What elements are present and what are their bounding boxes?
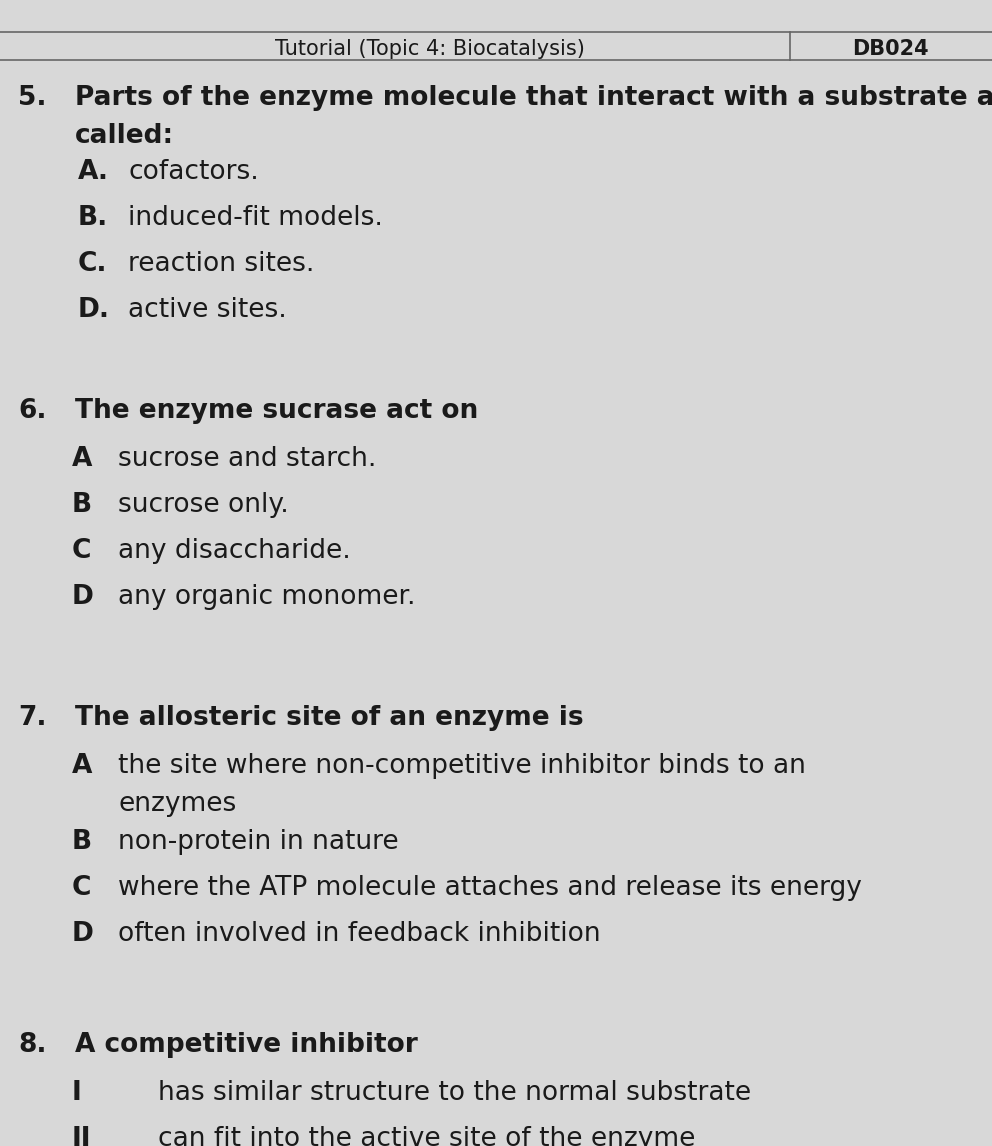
Text: A: A bbox=[72, 446, 92, 472]
Text: enzymes: enzymes bbox=[118, 791, 236, 817]
Text: induced-fit models.: induced-fit models. bbox=[128, 205, 383, 231]
Text: non-protein in nature: non-protein in nature bbox=[118, 829, 399, 855]
Text: B: B bbox=[72, 829, 92, 855]
Text: cofactors.: cofactors. bbox=[128, 159, 259, 185]
Text: B: B bbox=[72, 492, 92, 518]
Text: D: D bbox=[72, 921, 94, 947]
Text: sucrose only.: sucrose only. bbox=[118, 492, 289, 518]
Text: Parts of the enzyme molecule that interact with a substrate are: Parts of the enzyme molecule that intera… bbox=[75, 85, 992, 111]
Text: called:: called: bbox=[75, 123, 175, 149]
Text: B.: B. bbox=[78, 205, 108, 231]
Text: D.: D. bbox=[78, 297, 110, 323]
Text: D: D bbox=[72, 584, 94, 610]
Text: 8.: 8. bbox=[18, 1033, 47, 1058]
Text: 7.: 7. bbox=[18, 705, 47, 731]
Text: Tutorial (Topic 4: Biocatalysis): Tutorial (Topic 4: Biocatalysis) bbox=[275, 39, 585, 58]
Text: 5.: 5. bbox=[18, 85, 47, 111]
Text: sucrose and starch.: sucrose and starch. bbox=[118, 446, 376, 472]
Text: II: II bbox=[72, 1127, 91, 1146]
Text: The enzyme sucrase act on: The enzyme sucrase act on bbox=[75, 398, 478, 424]
Text: A.: A. bbox=[78, 159, 109, 185]
Text: any organic monomer.: any organic monomer. bbox=[118, 584, 416, 610]
Text: C: C bbox=[72, 537, 91, 564]
Text: A: A bbox=[72, 753, 92, 779]
Text: C: C bbox=[72, 876, 91, 901]
Text: The allosteric site of an enzyme is: The allosteric site of an enzyme is bbox=[75, 705, 583, 731]
Text: can fit into the active site of the enzyme: can fit into the active site of the enzy… bbox=[158, 1127, 695, 1146]
Text: reaction sites.: reaction sites. bbox=[128, 251, 314, 277]
Text: A competitive inhibitor: A competitive inhibitor bbox=[75, 1033, 418, 1058]
Text: 6.: 6. bbox=[18, 398, 47, 424]
Text: where the ATP molecule attaches and release its energy: where the ATP molecule attaches and rele… bbox=[118, 876, 862, 901]
Text: I: I bbox=[72, 1080, 81, 1106]
Text: has similar structure to the normal substrate: has similar structure to the normal subs… bbox=[158, 1080, 751, 1106]
Text: C.: C. bbox=[78, 251, 107, 277]
Text: the site where non-competitive inhibitor binds to an: the site where non-competitive inhibitor… bbox=[118, 753, 806, 779]
Text: DB024: DB024 bbox=[852, 39, 929, 58]
Text: often involved in feedback inhibition: often involved in feedback inhibition bbox=[118, 921, 600, 947]
Text: active sites.: active sites. bbox=[128, 297, 287, 323]
Text: any disaccharide.: any disaccharide. bbox=[118, 537, 351, 564]
